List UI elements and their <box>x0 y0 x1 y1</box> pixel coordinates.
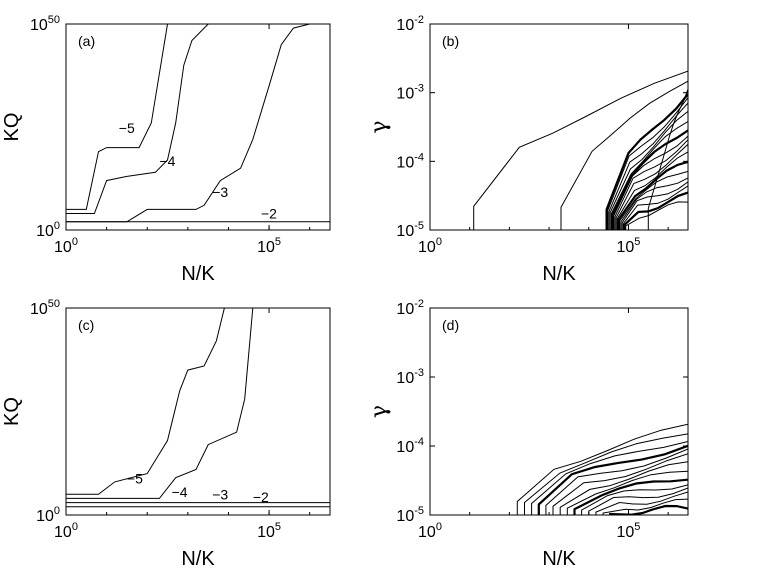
contour-line <box>588 487 688 515</box>
y-tick-label: 10-2 <box>396 298 424 318</box>
y-tick-label: 10-4 <box>396 436 424 456</box>
contour-line <box>66 24 209 214</box>
plot-frame <box>65 23 331 231</box>
contour-line <box>524 433 688 515</box>
contour-line <box>595 491 688 515</box>
contour-line <box>616 151 688 230</box>
x-tick-label: 105 <box>617 521 641 541</box>
contour-line <box>614 139 688 230</box>
contour-line <box>609 504 688 515</box>
contour-line <box>560 80 688 230</box>
plot-frame <box>65 307 331 516</box>
panel-label: (c) <box>78 317 94 333</box>
contour-line <box>620 177 688 230</box>
panel-label: (d) <box>442 317 459 333</box>
x-axis-label: N/K <box>542 263 576 285</box>
y-axis-label: KQ <box>1 397 23 426</box>
panel-c: 100 105 100 1050 N/K KQ (c) −5 −4 −3 −2 <box>1 298 331 570</box>
contour-line <box>609 111 688 230</box>
contour-label: −4 <box>159 153 175 169</box>
plot-frame <box>429 307 689 516</box>
x-tick-label: 100 <box>54 236 78 256</box>
x-axis-label: N/K <box>181 548 215 570</box>
contour-line <box>537 444 688 515</box>
y-tick-label: 10-3 <box>396 83 424 103</box>
contour-line <box>66 308 254 499</box>
panel-label: (a) <box>78 33 95 49</box>
panel-b: 100 105 10-5 10-4 10-3 10-2 N/K γ (b) <box>367 14 689 285</box>
x-tick-label: 105 <box>257 236 281 256</box>
y-tick-label: 10-3 <box>396 367 424 387</box>
contour-line <box>610 121 688 230</box>
contour-line <box>619 170 688 230</box>
plot-frame <box>429 23 689 231</box>
contour-line <box>613 135 688 230</box>
contour-line <box>531 441 688 515</box>
x-tick-label: 105 <box>617 236 641 256</box>
x-tick-label: 100 <box>418 236 442 256</box>
y-tick-label: 1050 <box>30 298 60 318</box>
panel-label: (b) <box>442 33 459 49</box>
contour-line <box>602 498 688 515</box>
contour-label: −4 <box>172 484 188 500</box>
contour-line <box>545 448 688 515</box>
contour-line <box>66 24 310 223</box>
contour-line <box>625 201 688 230</box>
contour-line <box>559 461 688 515</box>
contour-line <box>605 93 688 230</box>
contour-label: −5 <box>127 471 143 487</box>
contour-line <box>608 102 688 230</box>
contour-line <box>617 160 688 230</box>
contour-line <box>516 423 688 515</box>
y-axis-label: γ <box>367 405 392 418</box>
y-tick-label: 10-4 <box>396 151 424 171</box>
contour-line <box>573 478 688 515</box>
y-tick-label: 100 <box>36 220 60 240</box>
contour-line <box>552 453 688 515</box>
y-tick-label: 10-5 <box>396 220 424 240</box>
contour-line <box>621 181 688 230</box>
contour-line <box>581 484 688 515</box>
y-tick-label: 100 <box>36 505 60 525</box>
x-tick-label: 100 <box>418 521 442 541</box>
contour-line <box>623 191 688 230</box>
x-tick-label: 105 <box>257 521 281 541</box>
contour-line <box>647 89 688 230</box>
contour-label: −3 <box>212 184 228 200</box>
panel-d: 100 105 10-5 10-4 10-3 10-2 N/K γ (d) <box>367 298 689 570</box>
y-axis-label: γ <box>367 120 392 133</box>
y-tick-label: 10-5 <box>396 505 424 525</box>
panel-a: 100 105 100 1050 N/K KQ (a) −5 −4 −3 −2 <box>1 14 331 285</box>
y-tick-label: 10-2 <box>396 14 424 34</box>
contour-line <box>473 70 688 230</box>
contour-line <box>66 24 168 210</box>
contour-line <box>66 308 225 495</box>
x-axis-label: N/K <box>542 548 576 570</box>
contour-label: −2 <box>253 489 269 505</box>
y-tick-label: 1050 <box>30 14 60 34</box>
y-axis-label: KQ <box>1 113 23 142</box>
contour-label: −5 <box>119 120 135 136</box>
contour-line <box>566 470 688 515</box>
x-axis-label: N/K <box>181 263 215 285</box>
contour-line <box>607 97 688 230</box>
contour-line <box>611 129 688 230</box>
contour-label: −3 <box>212 487 228 503</box>
x-tick-label: 100 <box>54 521 78 541</box>
contour-line <box>615 143 688 230</box>
contour-label: −2 <box>261 205 277 221</box>
contour-line <box>622 185 688 230</box>
